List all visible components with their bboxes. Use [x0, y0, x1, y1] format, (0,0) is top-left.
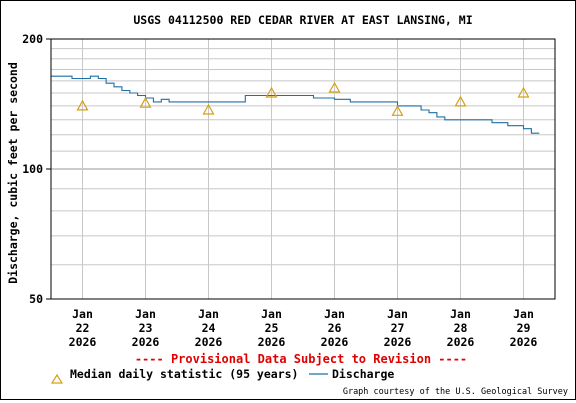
x-tick-label-line: Jan — [387, 307, 408, 321]
x-tick-label-line: 2026 — [510, 335, 538, 349]
x-tick-label-line: 23 — [139, 321, 153, 335]
x-tick-label: Jan 25 2026 — [258, 307, 286, 349]
x-tick-label-line: Jan — [324, 307, 345, 321]
x-tick-label-line: 28 — [454, 321, 468, 335]
x-tick-label: Jan 27 2026 — [384, 307, 412, 349]
y-tick-label: 50 — [29, 292, 43, 306]
x-tick-label-line: 2026 — [69, 335, 97, 349]
legend-median-label: Median daily statistic (95 years) — [70, 367, 298, 381]
x-tick-label-line: 2026 — [321, 335, 349, 349]
median-marker — [76, 99, 89, 111]
legend-median-marker — [50, 373, 64, 384]
x-tick-label: Jan 23 2026 — [132, 307, 160, 349]
x-tick-label-line: 2026 — [447, 335, 475, 349]
x-tick-label-line: Jan — [450, 307, 471, 321]
median-marker — [139, 96, 152, 108]
discharge-line — [51, 75, 540, 134]
legend: Median daily statistic (95 years) Discha… — [50, 367, 394, 384]
x-tick-label-line: Jan — [135, 307, 156, 321]
y-ticks: 50 100 200 — [22, 32, 51, 306]
x-tick-label-line: 29 — [517, 321, 531, 335]
x-tick-label: Jan 29 2026 — [510, 307, 538, 349]
y-tick-label: 100 — [22, 162, 43, 176]
y-axis-label: Discharge, cubic feet per second — [6, 62, 20, 284]
provisional-note: ---- Provisional Data Subject to Revisio… — [135, 352, 467, 366]
x-tick-label: Jan 22 2026 — [69, 307, 97, 349]
x-tick-label-line: 27 — [391, 321, 405, 335]
x-tick-label-line: Jan — [261, 307, 282, 321]
median-marker — [454, 95, 467, 107]
x-tick-label-line: 2026 — [384, 335, 412, 349]
median-marker — [517, 86, 530, 98]
median-marker — [391, 105, 404, 116]
legend-discharge-label: Discharge — [332, 367, 394, 381]
chart-title: USGS 04112500 RED CEDAR RIVER AT EAST LA… — [133, 13, 472, 27]
y-tick-label: 200 — [22, 32, 43, 46]
x-tick-label-line: Jan — [513, 307, 534, 321]
x-tick-label-line: 22 — [76, 321, 90, 335]
x-tick-label-line: Jan — [72, 307, 93, 321]
x-tick-label-line: 25 — [265, 321, 279, 335]
x-tick-label-line: 26 — [328, 321, 342, 335]
grid — [51, 39, 555, 299]
x-tick-label-line: 2026 — [132, 335, 160, 349]
x-tick-label-line: 2026 — [195, 335, 223, 349]
x-tick-label: Jan 24 2026 — [195, 307, 223, 349]
x-tick-label: Jan 26 2026 — [321, 307, 349, 349]
series — [51, 75, 540, 134]
x-tick-label-line: 24 — [202, 321, 216, 335]
median-marker — [202, 103, 215, 115]
median-marker — [265, 86, 278, 98]
x-tick-label: Jan 28 2026 — [447, 307, 475, 349]
x-tick-label-line: 2026 — [258, 335, 286, 349]
median-marker — [328, 81, 341, 93]
x-tick-label-line: Jan — [198, 307, 219, 321]
credit-text: Graph courtesy of the U.S. Geological Su… — [343, 387, 568, 397]
